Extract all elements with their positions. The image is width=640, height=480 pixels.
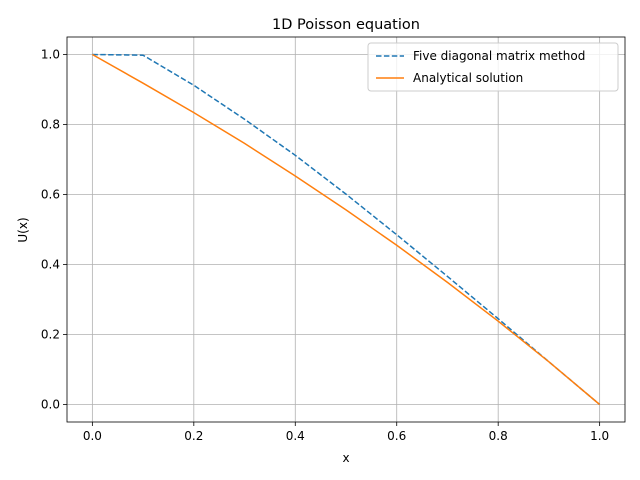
series-line-0 — [92, 53, 601, 406]
x-tick-label: 1.0 — [590, 429, 609, 443]
y-tick-label: 0.0 — [41, 398, 60, 412]
y-tick-label: 1.0 — [41, 48, 60, 62]
y-tick-label: 0.8 — [41, 118, 60, 132]
legend-label-0: Five diagonal matrix method — [413, 49, 585, 63]
chart-title: 1D Poisson equation — [272, 17, 420, 33]
y-tick-label: 0.4 — [41, 258, 60, 272]
x-axis-label: x — [342, 451, 349, 465]
x-tick-label: 0.4 — [286, 429, 305, 443]
legend-box — [367, 42, 619, 92]
y-tick-label: 0.2 — [41, 328, 60, 342]
grid — [67, 37, 625, 422]
x-tick-label: 0.2 — [184, 429, 203, 443]
legend-label-1: Analytical solution — [413, 71, 523, 85]
x-tick-label: 0.6 — [387, 429, 406, 443]
series-line-1 — [91, 53, 601, 406]
plot-lines — [91, 53, 601, 406]
x-axis: 0.0 0.2 0.4 0.6 0.8 1.0 — [83, 422, 609, 443]
legend: Five diagonal matrix method Analytical so… — [367, 42, 619, 92]
y-axis-label: U(x) — [16, 217, 30, 242]
x-tick-label: 0.8 — [489, 429, 508, 443]
plot-frame — [66, 36, 626, 423]
x-tick-label: 0.0 — [83, 429, 102, 443]
y-tick-label: 0.6 — [41, 188, 60, 202]
y-axis: 0.0 0.2 0.4 0.6 0.8 1.0 — [41, 48, 67, 412]
